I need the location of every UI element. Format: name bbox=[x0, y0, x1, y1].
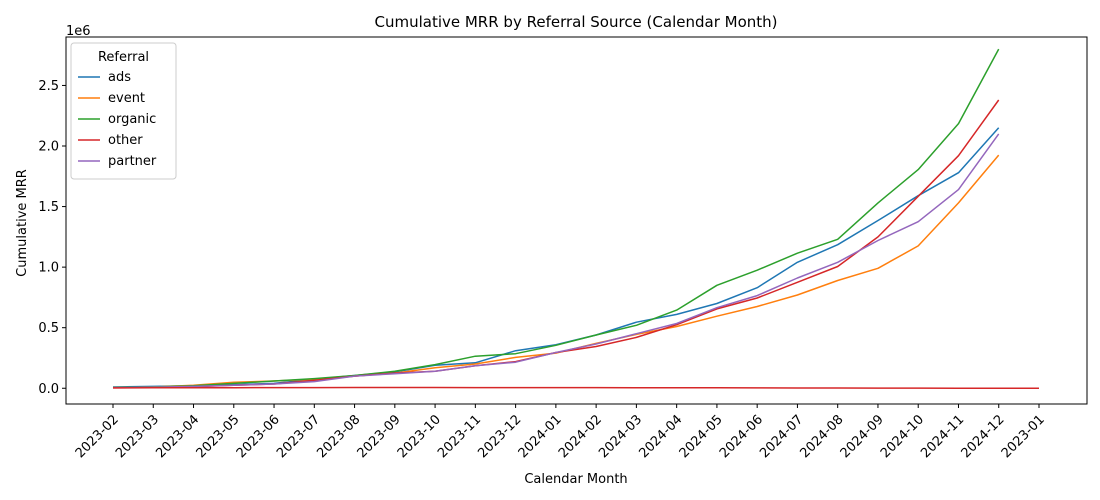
y-tick-label: 1.5 bbox=[38, 200, 59, 215]
plot-frame bbox=[65, 36, 1088, 405]
x-tick-label: 2024-08 bbox=[798, 412, 847, 461]
x-tick-label: 2024-07 bbox=[757, 412, 806, 461]
y-scale-label: 1e6 bbox=[66, 24, 91, 39]
legend: Referral ads event organic other partner bbox=[70, 42, 177, 180]
x-tick-label: 2023-07 bbox=[274, 412, 323, 461]
x-tick-label: 2023-10 bbox=[395, 412, 444, 461]
series-line-unlabeled-6 bbox=[112, 386, 1040, 390]
x-tick-label: 2024-11 bbox=[918, 412, 967, 461]
chart-title: Cumulative MRR by Referral Source (Calen… bbox=[374, 13, 777, 31]
x-tick-label: 2023-12 bbox=[475, 412, 524, 461]
legend-label-organic: organic bbox=[108, 112, 156, 127]
legend-label-ads: ads bbox=[108, 70, 131, 85]
legend-label-partner: partner bbox=[108, 154, 157, 169]
x-tick-label: 2024-06 bbox=[717, 412, 766, 461]
x-tick-label: 2024-05 bbox=[677, 412, 726, 461]
x-tick-label: 2023-09 bbox=[355, 412, 404, 461]
y-axis-label: Cumulative MRR bbox=[15, 169, 30, 277]
x-tick-label: 2024-04 bbox=[636, 412, 685, 461]
y-tick-label: 0.5 bbox=[38, 321, 59, 336]
x-tick-label: 2024-01 bbox=[516, 412, 565, 461]
x-tick-label: 2024-03 bbox=[596, 412, 645, 461]
series-line-organic bbox=[112, 48, 1000, 389]
x-tick-label: 2023-04 bbox=[153, 412, 202, 461]
y-tick-label: 2.5 bbox=[38, 79, 59, 94]
x-tick-label: 2023-08 bbox=[314, 412, 363, 461]
x-tick-label: 2023-01 bbox=[999, 412, 1048, 461]
x-tick-label: 2023-05 bbox=[194, 412, 243, 461]
x-axis-label: Calendar Month bbox=[524, 472, 627, 487]
series-line-partner bbox=[112, 133, 1000, 389]
plot-area: 0.00.51.01.52.02.52023-022023-032023-042… bbox=[38, 36, 1088, 461]
x-tick-label: 2024-09 bbox=[838, 412, 887, 461]
y-tick-label: 2.0 bbox=[38, 140, 59, 155]
x-tick-label: 2023-02 bbox=[73, 412, 122, 461]
legend-title: Referral bbox=[98, 50, 149, 65]
y-tick-label: 1.0 bbox=[38, 261, 59, 276]
legend-label-other: other bbox=[108, 133, 143, 148]
y-tick-label: 0.0 bbox=[38, 382, 59, 397]
x-tick-label: 2024-10 bbox=[878, 412, 927, 461]
series-line-ads bbox=[112, 127, 1000, 388]
x-tick-label: 2024-12 bbox=[959, 412, 1008, 461]
x-tick-label: 2023-11 bbox=[435, 412, 484, 461]
x-tick-label: 2024-02 bbox=[556, 412, 605, 461]
x-tick-label: 2023-06 bbox=[234, 412, 283, 461]
legend-label-event: event bbox=[108, 91, 145, 106]
x-tick-label: 2023-03 bbox=[113, 412, 162, 461]
